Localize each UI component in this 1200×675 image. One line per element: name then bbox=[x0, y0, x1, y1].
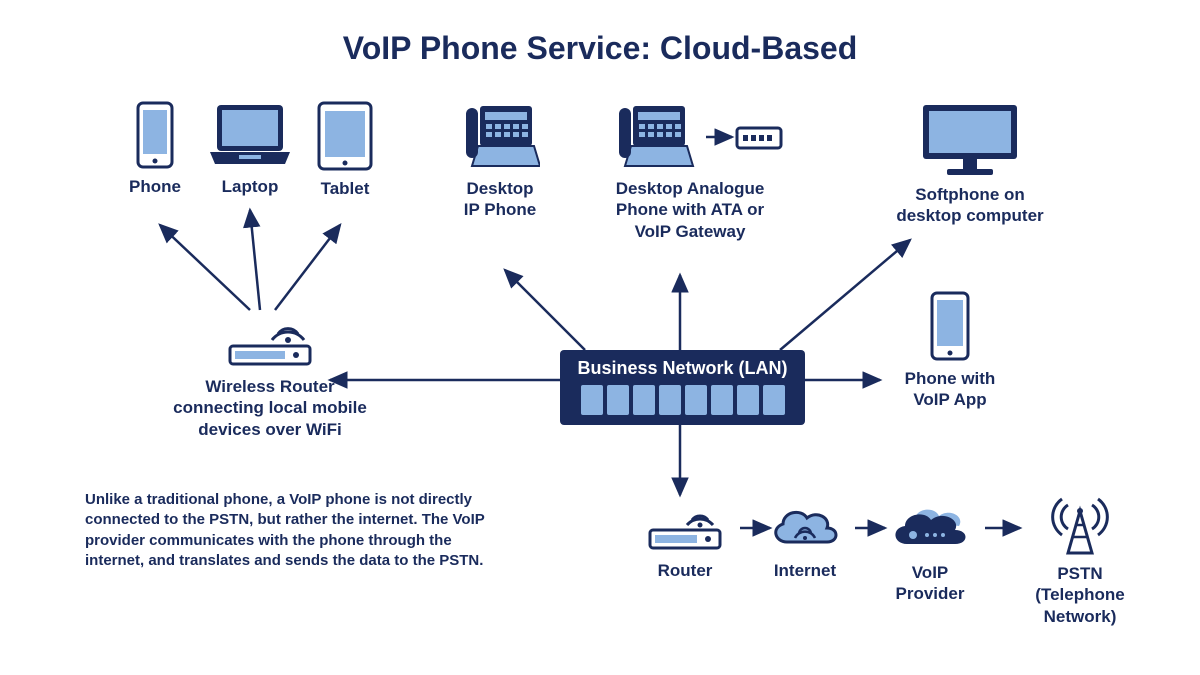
label-phone: Phone bbox=[115, 176, 195, 197]
node-wifi-router: Wireless Routerconnecting local mobilede… bbox=[155, 310, 385, 440]
tablet-icon bbox=[316, 100, 374, 172]
router-icon bbox=[642, 500, 728, 554]
node-pstn: PSTN(TelephoneNetwork) bbox=[1010, 485, 1150, 627]
node-desktop-ip-phone: DesktopIP Phone bbox=[435, 100, 565, 221]
pstn-tower-icon bbox=[1048, 485, 1112, 557]
label-voip-phone: Phone withVoIP App bbox=[870, 368, 1030, 411]
lan-ports bbox=[572, 385, 793, 415]
node-softphone: Softphone ondesktop computer bbox=[870, 100, 1070, 227]
node-voip-provider: VoIPProvider bbox=[880, 500, 980, 605]
node-tablet: Tablet bbox=[300, 100, 390, 199]
label-router2: Router bbox=[640, 560, 730, 581]
label-analogue: Desktop AnaloguePhone with ATA orVoIP Ga… bbox=[590, 178, 790, 242]
label-pstn: PSTN(TelephoneNetwork) bbox=[1010, 563, 1150, 627]
laptop-icon bbox=[205, 100, 295, 170]
label-tablet: Tablet bbox=[300, 178, 390, 199]
voip-cloud-icon bbox=[885, 500, 975, 556]
smartphone-voip-icon bbox=[929, 290, 971, 362]
internet-cloud-icon bbox=[765, 500, 845, 554]
label-voip-prov: VoIPProvider bbox=[880, 562, 980, 605]
desktop-monitor-icon bbox=[915, 100, 1025, 178]
label-wifi-router: Wireless Routerconnecting local mobilede… bbox=[155, 376, 385, 440]
node-phone: Phone bbox=[115, 100, 195, 197]
label-desktop-ip: DesktopIP Phone bbox=[435, 178, 565, 221]
wifi-router-icon bbox=[220, 310, 320, 370]
analogue-phone-ata-icon bbox=[595, 100, 785, 172]
desk-phone-icon bbox=[460, 100, 540, 172]
label-laptop: Laptop bbox=[200, 176, 300, 197]
label-softphone: Softphone ondesktop computer bbox=[870, 184, 1070, 227]
node-router2: Router bbox=[640, 500, 730, 581]
lan-title: Business Network (LAN) bbox=[572, 358, 793, 379]
label-internet: Internet bbox=[760, 560, 850, 581]
smartphone-icon bbox=[135, 100, 175, 170]
node-analogue-phone: Desktop AnaloguePhone with ATA orVoIP Ga… bbox=[590, 100, 790, 242]
node-internet: Internet bbox=[760, 500, 850, 581]
diagram-caption: Unlike a traditional phone, a VoIP phone… bbox=[85, 490, 505, 571]
node-voip-phone: Phone withVoIP App bbox=[870, 290, 1030, 411]
node-laptop: Laptop bbox=[200, 100, 300, 197]
node-lan: Business Network (LAN) bbox=[560, 350, 805, 425]
diagram-title: VoIP Phone Service: Cloud-Based bbox=[0, 30, 1200, 67]
